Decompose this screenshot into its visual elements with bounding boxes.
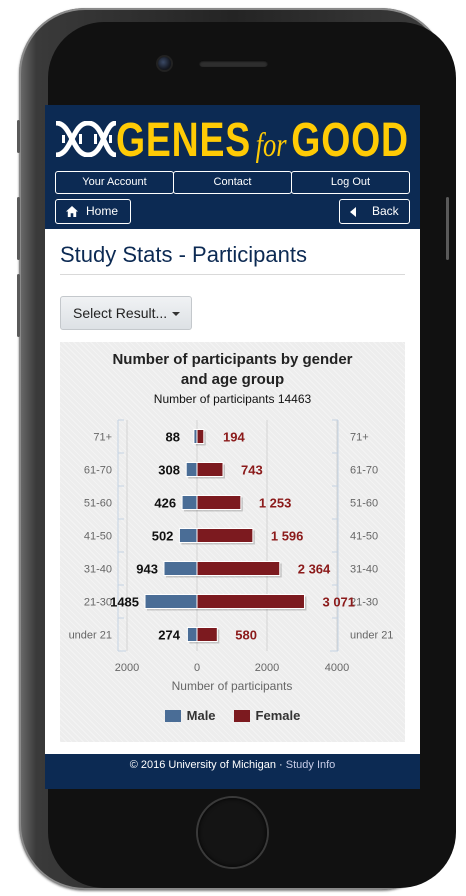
genes-for-good-logo[interactable]: GENES forGOOD xyxy=(54,114,410,167)
home-button-label: Home xyxy=(86,204,119,218)
chart-title-text: Number of participants by gender and age… xyxy=(112,351,353,388)
data-label-female: 743 xyxy=(241,463,263,478)
bar-female xyxy=(196,627,218,642)
data-label-female: 1 596 xyxy=(271,529,304,544)
page-title: Study Stats - Participants xyxy=(60,242,307,267)
bar-male xyxy=(186,627,198,642)
data-label-female: 580 xyxy=(235,628,257,643)
data-label-male: 308 xyxy=(158,463,180,478)
phone-home-button[interactable] xyxy=(198,798,267,867)
select-result-dropdown[interactable]: Select Result... xyxy=(60,296,192,330)
bar-male xyxy=(178,528,198,543)
data-label-male: 426 xyxy=(154,496,176,511)
volume-down-button xyxy=(17,274,20,337)
chart-title: Number of participants by gender and age… xyxy=(60,350,405,390)
bar-female xyxy=(196,561,281,576)
caret-left-icon xyxy=(350,206,356,217)
chart-subtitle: Number of participants 14463 xyxy=(153,392,312,406)
caret-down-icon xyxy=(172,312,181,316)
log-out-link[interactable]: Log Out xyxy=(291,171,410,194)
data-label-female: 194 xyxy=(223,430,245,445)
x-tick-label: 2000 xyxy=(255,662,279,674)
bar-female xyxy=(196,429,205,444)
chart-legend: Male Female xyxy=(60,708,405,723)
x-tick-label: 4000 xyxy=(325,662,349,674)
category-label-right: 31-40 xyxy=(350,564,378,576)
legend-label-male: Male xyxy=(186,708,216,723)
power-button xyxy=(446,197,449,260)
top-nav: Your Account Contact Log Out xyxy=(55,171,410,194)
volume-up-button xyxy=(17,197,20,260)
copyright-text: © 2016 University of Michigan xyxy=(129,759,276,771)
earpiece-speaker xyxy=(199,60,268,67)
home-icon xyxy=(66,206,78,217)
category-label-left: under 21 xyxy=(69,630,112,642)
data-label-female: 3 071 xyxy=(322,595,355,610)
category-label-right: 51-60 xyxy=(350,498,378,510)
data-label-male: 502 xyxy=(152,529,174,544)
site-header: GENES forGOOD Your Account Contact Log Ou… xyxy=(45,105,420,229)
logo-wordmark: GENES forGOOD xyxy=(116,114,409,167)
front-camera xyxy=(158,57,171,70)
bar-female xyxy=(196,594,305,609)
your-account-link[interactable]: Your Account xyxy=(55,171,174,194)
bar-female xyxy=(196,528,254,543)
bar-male xyxy=(144,594,198,609)
title-divider xyxy=(60,274,405,275)
category-label-left: 31-40 xyxy=(84,564,112,576)
bar-male xyxy=(181,495,198,510)
category-label-left: 41-50 xyxy=(84,531,112,543)
data-label-male: 1485 xyxy=(110,595,139,610)
x-axis-label: Number of participants xyxy=(172,679,293,693)
data-label-male: 943 xyxy=(136,562,158,577)
legend-item-female[interactable]: Female xyxy=(233,708,301,723)
category-label-left: 61-70 xyxy=(84,465,112,477)
x-tick-label: 2000 xyxy=(115,662,139,674)
data-label-male: 88 xyxy=(166,430,180,445)
site-footer: © 2016 University of Michigan · Study In… xyxy=(45,754,420,789)
category-label-left: 71+ xyxy=(93,432,112,444)
data-label-female: 1 253 xyxy=(259,496,292,511)
legend-swatch-female xyxy=(233,709,250,722)
footer-separator: · xyxy=(275,759,286,771)
chart-plot: 71+ 71+ 88 194 61-70 61-70 308 743 51-60 51-60 426… xyxy=(69,419,393,693)
bar-male xyxy=(185,462,198,477)
category-label-right: 21-30 xyxy=(350,597,378,609)
x-tick-label: 0 xyxy=(194,662,200,674)
back-button-label: Back xyxy=(372,204,399,218)
legend-label-female: Female xyxy=(255,708,301,723)
category-label-right: 41-50 xyxy=(350,531,378,543)
data-label-male: 274 xyxy=(158,628,180,643)
back-button[interactable]: Back xyxy=(339,199,410,224)
category-label-left: 51-60 xyxy=(84,498,112,510)
home-button[interactable]: Home xyxy=(55,199,131,224)
select-result-label: Select Result... xyxy=(73,305,168,321)
legend-item-male[interactable]: Male xyxy=(164,708,216,723)
category-label-right: 61-70 xyxy=(350,465,378,477)
bar-male xyxy=(163,561,198,576)
screen: GENES forGOOD Your Account Contact Log Ou… xyxy=(45,105,420,789)
study-info-link[interactable]: Study Info xyxy=(285,759,336,771)
category-label-left: 21-30 xyxy=(84,597,112,609)
participants-chart: Number of participants by gender and age… xyxy=(60,342,405,742)
category-label-right: under 21 xyxy=(350,630,393,642)
mute-switch xyxy=(17,120,20,153)
data-label-female: 2 364 xyxy=(298,562,331,577)
category-label-right: 71+ xyxy=(350,432,369,444)
bar-female xyxy=(196,495,242,510)
legend-swatch-male xyxy=(164,709,181,722)
contact-link[interactable]: Contact xyxy=(173,171,292,194)
bar-female xyxy=(196,462,224,477)
dna-helix-icon xyxy=(55,121,117,157)
